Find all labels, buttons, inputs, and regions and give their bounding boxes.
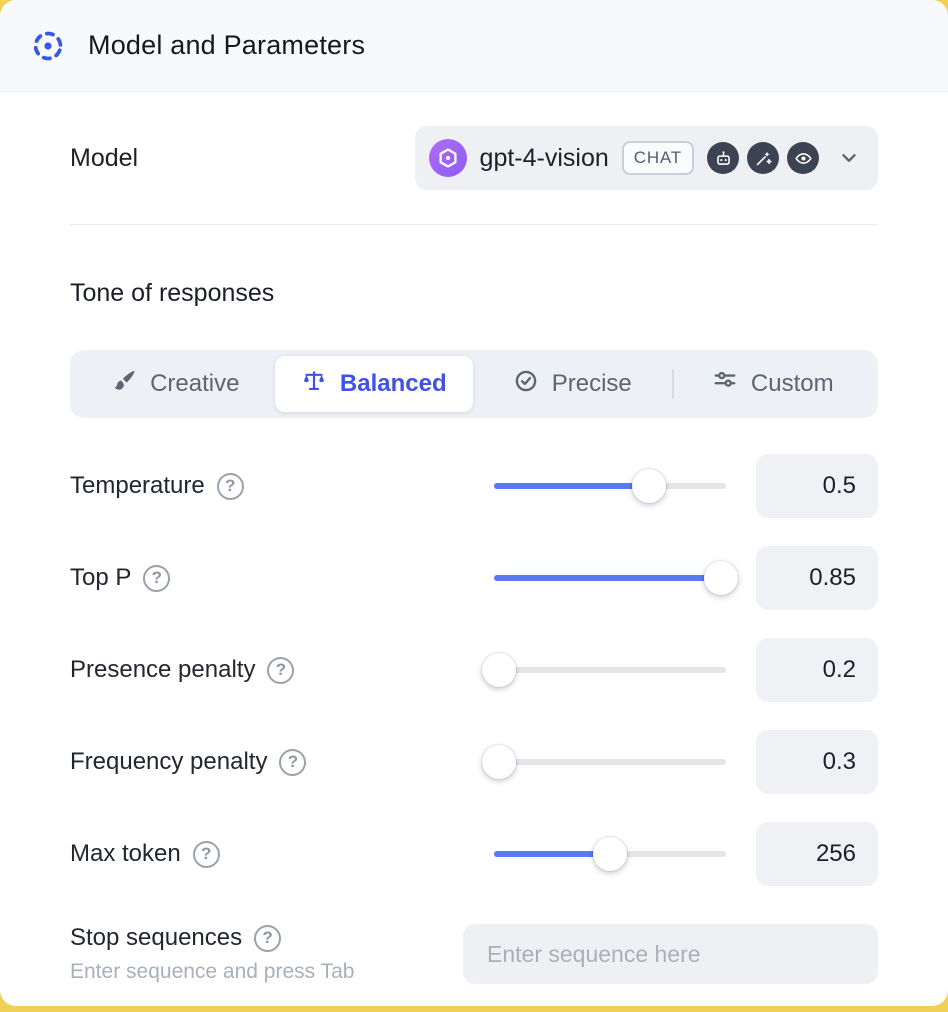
tone-option-creative[interactable]: Creative: [76, 356, 275, 412]
max-token-label: Max token: [70, 840, 181, 867]
presence-penalty-label: Presence penalty: [70, 656, 256, 683]
page-title: Model and Parameters: [88, 30, 366, 60]
slider-fill: [494, 851, 610, 857]
chat-type-badge: CHAT: [621, 141, 694, 175]
max-token-slider[interactable]: [494, 837, 726, 871]
slider-track[interactable]: [494, 667, 726, 673]
presence-penalty-value[interactable]: 0.2: [756, 638, 878, 702]
top-p-slider[interactable]: [494, 561, 739, 595]
balance-scale-icon: [301, 368, 327, 401]
eye-icon: [787, 142, 819, 174]
openai-logo: [428, 139, 467, 177]
model-select-dropdown[interactable]: gpt-4-vision CHAT: [414, 126, 878, 190]
slider-fill: [494, 575, 722, 581]
help-icon[interactable]: ?: [143, 564, 171, 592]
tone-option-label: Creative: [150, 370, 240, 397]
slider-thumb[interactable]: [632, 469, 667, 503]
stop-sequences-hint: Enter sequence and press Tab: [70, 960, 355, 983]
help-icon[interactable]: ?: [216, 472, 244, 500]
robot-icon: [707, 142, 739, 174]
top-p-value[interactable]: 0.85: [756, 546, 878, 610]
paintbrush-icon: [111, 368, 137, 401]
chevron-down-icon: [838, 147, 860, 169]
help-icon[interactable]: ?: [254, 924, 282, 952]
temperature-row: Temperature ? 0.5: [70, 454, 878, 518]
max-token-row: Max token ? 256: [70, 822, 878, 886]
slider-thumb[interactable]: [593, 837, 627, 871]
tone-option-custom[interactable]: Custom: [674, 356, 873, 412]
frequency-penalty-slider[interactable]: [481, 745, 726, 779]
temperature-label: Temperature: [70, 472, 205, 499]
stop-sequence-input[interactable]: [463, 924, 878, 984]
presence-penalty-row: Presence penalty ? 0.2: [70, 638, 878, 702]
model-params-icon: [30, 28, 66, 64]
stop-sequences-label: Stop sequences: [70, 924, 243, 951]
sliders-icon: [712, 368, 738, 401]
frequency-penalty-label: Frequency penalty: [70, 748, 268, 775]
tone-option-label: Custom: [750, 370, 834, 397]
tone-option-label: Precise: [551, 370, 632, 397]
model-label: Model: [70, 143, 139, 172]
tone-segmented-control: Creative Balanced: [70, 350, 878, 418]
slider-fill: [494, 483, 650, 489]
presence-penalty-slider[interactable]: [481, 653, 726, 687]
model-row: Model gpt-4-vision CHAT: [70, 126, 878, 190]
slider-track[interactable]: [494, 759, 726, 765]
help-icon[interactable]: ?: [192, 840, 220, 868]
precise-icon: [513, 368, 539, 401]
segment-divider: [671, 369, 674, 399]
panel-header: Model and Parameters: [0, 0, 948, 92]
top-p-row: Top P ? 0.85: [70, 546, 878, 610]
capability-badges: [707, 142, 819, 174]
tone-option-balanced[interactable]: Balanced: [274, 356, 473, 412]
slider-thumb[interactable]: [481, 745, 516, 779]
tone-section-title: Tone of responses: [70, 279, 275, 307]
selected-model-name: gpt-4-vision: [479, 143, 609, 172]
frequency-penalty-row: Frequency penalty ? 0.3: [70, 730, 878, 794]
top-p-label: Top P: [70, 564, 132, 591]
magic-wand-icon: [747, 142, 779, 174]
max-token-value[interactable]: 256: [756, 822, 878, 886]
help-icon[interactable]: ?: [267, 656, 295, 684]
slider-thumb[interactable]: [481, 653, 516, 687]
stop-sequences-row: Stop sequences ? Enter sequence and pres…: [70, 924, 878, 1006]
section-divider: [70, 224, 878, 225]
help-icon[interactable]: ?: [279, 748, 307, 776]
temperature-value[interactable]: 0.5: [756, 454, 878, 518]
slider-thumb[interactable]: [704, 561, 739, 595]
tone-option-precise[interactable]: Precise: [473, 356, 672, 412]
tone-option-label: Balanced: [339, 370, 447, 397]
temperature-slider[interactable]: [494, 469, 726, 503]
frequency-penalty-value[interactable]: 0.3: [756, 730, 878, 794]
